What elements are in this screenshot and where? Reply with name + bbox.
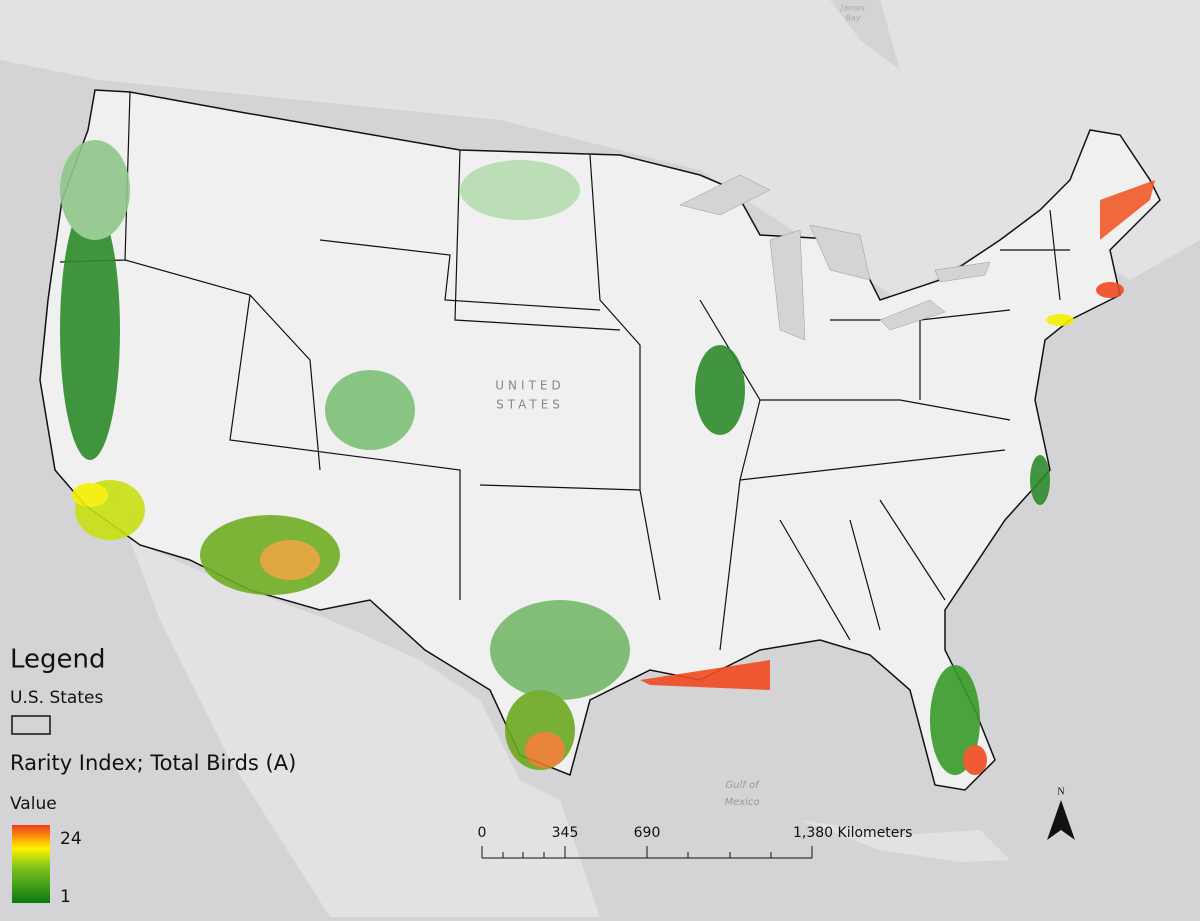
legend-ramp xyxy=(12,825,50,903)
water-label: Mexico xyxy=(724,797,759,808)
north-arrow xyxy=(1047,800,1075,840)
legend-low: 1 xyxy=(60,887,71,907)
mexico xyxy=(130,540,600,917)
rarity-raster xyxy=(60,140,1155,775)
legend-layer: Rarity Index; Total Birds (A) xyxy=(10,751,296,775)
north-label: N xyxy=(1057,786,1064,797)
hudson-bay xyxy=(830,0,900,70)
legend-label: Value xyxy=(10,794,57,814)
scale-label: 345 xyxy=(552,825,579,841)
scale-label: 1,380 Kilometers xyxy=(793,825,912,841)
water-label: Bay xyxy=(845,14,860,23)
canada xyxy=(0,0,1200,300)
legend-swatch xyxy=(11,715,51,735)
scale-label: 690 xyxy=(634,825,661,841)
legend-layer: U.S. States xyxy=(10,688,103,708)
legend: Legend U.S. States Rarity Index; Total B… xyxy=(10,645,296,908)
great-lakes xyxy=(679,174,991,341)
cuba xyxy=(800,820,1010,862)
water-label: Gulf of xyxy=(725,780,760,791)
scale-label: 0 xyxy=(478,825,487,841)
legend-high: 24 xyxy=(60,829,82,849)
country-label: UNITED xyxy=(495,379,564,393)
country-label: STATES xyxy=(496,398,564,412)
scale-bar xyxy=(481,846,813,859)
legend-title: Legend xyxy=(10,645,106,675)
water-label: James xyxy=(839,4,865,13)
